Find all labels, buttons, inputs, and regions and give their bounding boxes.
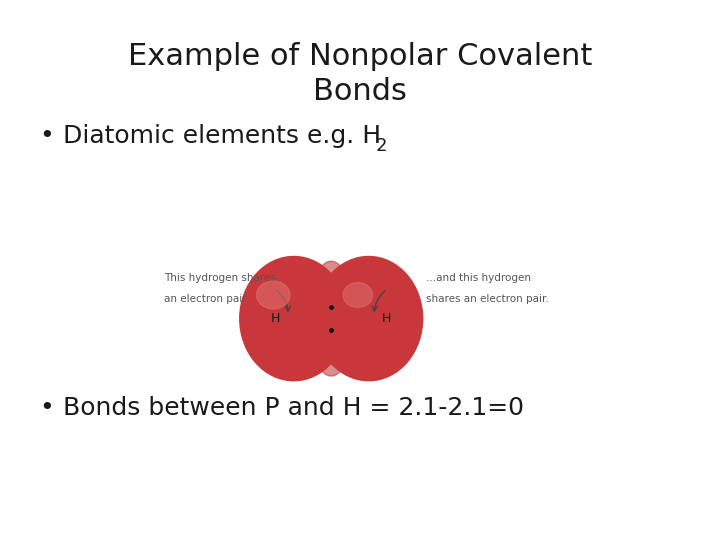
Text: Bonds between P and H = 2.1-2.1=0: Bonds between P and H = 2.1-2.1=0 (63, 396, 523, 420)
Text: Bonds: Bonds (313, 77, 407, 106)
Text: Diatomic elements e.g. H: Diatomic elements e.g. H (63, 124, 381, 148)
Text: H: H (382, 312, 392, 325)
Text: ...and this hydrogen: ...and this hydrogen (426, 273, 531, 283)
Text: •: • (40, 396, 54, 420)
Ellipse shape (308, 261, 354, 376)
Text: an electron pair: an electron pair (164, 294, 247, 303)
Text: •: • (40, 124, 54, 148)
Ellipse shape (343, 282, 373, 307)
Text: This hydrogen shares: This hydrogen shares (164, 273, 276, 283)
Text: H: H (271, 312, 281, 325)
Text: shares an electron pair.: shares an electron pair. (426, 294, 549, 303)
Ellipse shape (256, 281, 290, 309)
Ellipse shape (315, 256, 423, 381)
Ellipse shape (240, 256, 348, 381)
Text: 2: 2 (376, 137, 387, 155)
Text: Example of Nonpolar Covalent: Example of Nonpolar Covalent (128, 42, 592, 71)
